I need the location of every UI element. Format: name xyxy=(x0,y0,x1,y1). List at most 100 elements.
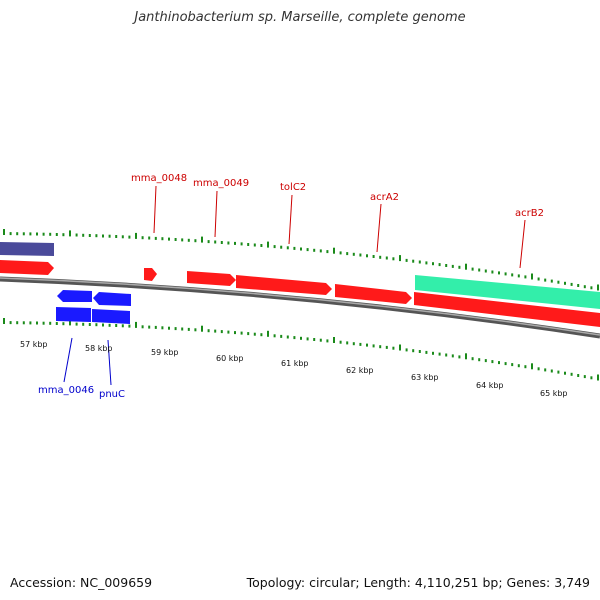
cds-bar[interactable] xyxy=(56,307,91,322)
outer-tick xyxy=(458,265,461,269)
outer-tick xyxy=(55,233,58,236)
gene-label-acrA2[interactable]: acrA2 xyxy=(370,192,399,203)
gene-label-mma_0048[interactable]: mma_0048 xyxy=(131,173,187,184)
forward-features xyxy=(0,242,600,327)
inner-tick xyxy=(168,326,170,330)
inner-tick xyxy=(564,371,566,375)
outer-tick xyxy=(517,274,520,278)
inner-tick xyxy=(531,363,533,370)
outer-tick xyxy=(425,261,428,265)
outer-tick xyxy=(181,238,184,242)
inner-tick xyxy=(88,323,91,326)
outer-tick xyxy=(438,263,441,267)
outer-tick xyxy=(108,234,111,238)
inner-tick xyxy=(313,338,316,341)
inner-tick xyxy=(570,372,573,376)
kbp-label: 57 kbp xyxy=(20,340,48,349)
outer-tick xyxy=(42,232,45,236)
outer-tick xyxy=(234,241,236,245)
inner-tick xyxy=(82,322,85,326)
outer-tick xyxy=(531,273,533,280)
outer-tick xyxy=(432,262,434,266)
inner-tick xyxy=(273,334,276,338)
inner-tick xyxy=(418,350,421,353)
outer-tick xyxy=(102,234,104,238)
inner-tick xyxy=(36,321,38,325)
gene-label-mma_0049[interactable]: mma_0049 xyxy=(193,178,249,189)
inner-tick xyxy=(597,374,599,381)
inner-tick xyxy=(478,358,481,362)
inner-tick xyxy=(161,326,164,330)
cds-arrow[interactable] xyxy=(187,271,236,286)
outer-tick xyxy=(280,245,283,249)
outer-tick xyxy=(418,260,421,264)
inner-tick xyxy=(108,323,111,327)
inner-tick xyxy=(577,374,580,377)
outer-tick xyxy=(154,236,157,240)
kbp-label: 65 kbp xyxy=(540,389,568,398)
rna-feature-bar[interactable] xyxy=(415,275,600,309)
inner-tick xyxy=(333,337,335,343)
inner-tick xyxy=(286,335,289,339)
cds-arrow[interactable] xyxy=(93,292,131,306)
inner-tick xyxy=(511,363,514,367)
outer-tick xyxy=(253,243,256,247)
gene-label-acrB2[interactable]: acrB2 xyxy=(515,208,544,219)
inner-tick xyxy=(214,329,217,333)
inner-tick xyxy=(69,319,71,326)
inner-tick xyxy=(9,321,12,325)
kbp-label: 60 kbp xyxy=(216,354,244,363)
inner-tick xyxy=(319,338,322,342)
inner-tick xyxy=(207,329,210,333)
inner-tick xyxy=(445,353,448,357)
outer-tick xyxy=(557,280,560,284)
outer-tick xyxy=(247,243,250,246)
cds-arrow[interactable] xyxy=(236,275,332,295)
cds-arrow[interactable] xyxy=(414,292,600,327)
label-leaders xyxy=(63,185,526,386)
outer-tick xyxy=(128,235,131,239)
gene-label-mma_0046[interactable]: mma_0046 xyxy=(38,385,94,396)
outer-tick-row xyxy=(3,229,599,291)
outer-tick xyxy=(583,285,586,289)
cds-arrow[interactable] xyxy=(144,268,157,281)
outer-tick xyxy=(597,284,599,291)
outer-tick xyxy=(9,232,12,236)
kbp-label: 63 kbp xyxy=(411,373,439,382)
inner-tick xyxy=(484,359,487,363)
outer-tick xyxy=(306,248,309,252)
cds-arrow[interactable] xyxy=(335,284,412,304)
other-feature-bar[interactable] xyxy=(0,242,54,256)
gene-label-tolC2[interactable]: tolC2 xyxy=(280,182,306,193)
inner-tick-row xyxy=(3,318,599,381)
outer-tick xyxy=(115,235,118,238)
inner-tick xyxy=(293,336,296,340)
outer-tick xyxy=(207,240,210,244)
kbp-label: 58 kbp xyxy=(85,344,113,353)
inner-tick xyxy=(187,327,190,331)
outer-tick xyxy=(95,234,98,238)
outer-tick xyxy=(564,281,566,285)
cds-arrow[interactable] xyxy=(57,290,92,302)
outer-tick xyxy=(445,264,448,267)
accession-text: Accession: NC_009659 xyxy=(10,575,153,590)
outer-tick xyxy=(412,259,415,263)
inner-tick xyxy=(339,340,342,344)
inner-tick xyxy=(22,321,25,325)
cds-arrow[interactable] xyxy=(0,260,54,275)
outer-tick xyxy=(352,252,355,256)
outer-tick xyxy=(69,230,71,237)
outer-tick xyxy=(227,241,230,245)
gene-label-pnuC[interactable]: pnuC xyxy=(99,389,125,400)
inner-tick xyxy=(267,330,269,337)
outer-tick xyxy=(3,229,5,235)
outer-tick xyxy=(544,278,547,282)
outer-tick xyxy=(187,238,190,242)
outer-tick xyxy=(194,239,197,243)
inner-tick xyxy=(405,348,408,352)
outer-tick xyxy=(372,255,375,258)
genome-stats-text: Topology: circular; Length: 4,110,251 bp… xyxy=(246,575,590,590)
outer-tick xyxy=(570,282,573,286)
cds-bar[interactable] xyxy=(92,309,130,324)
